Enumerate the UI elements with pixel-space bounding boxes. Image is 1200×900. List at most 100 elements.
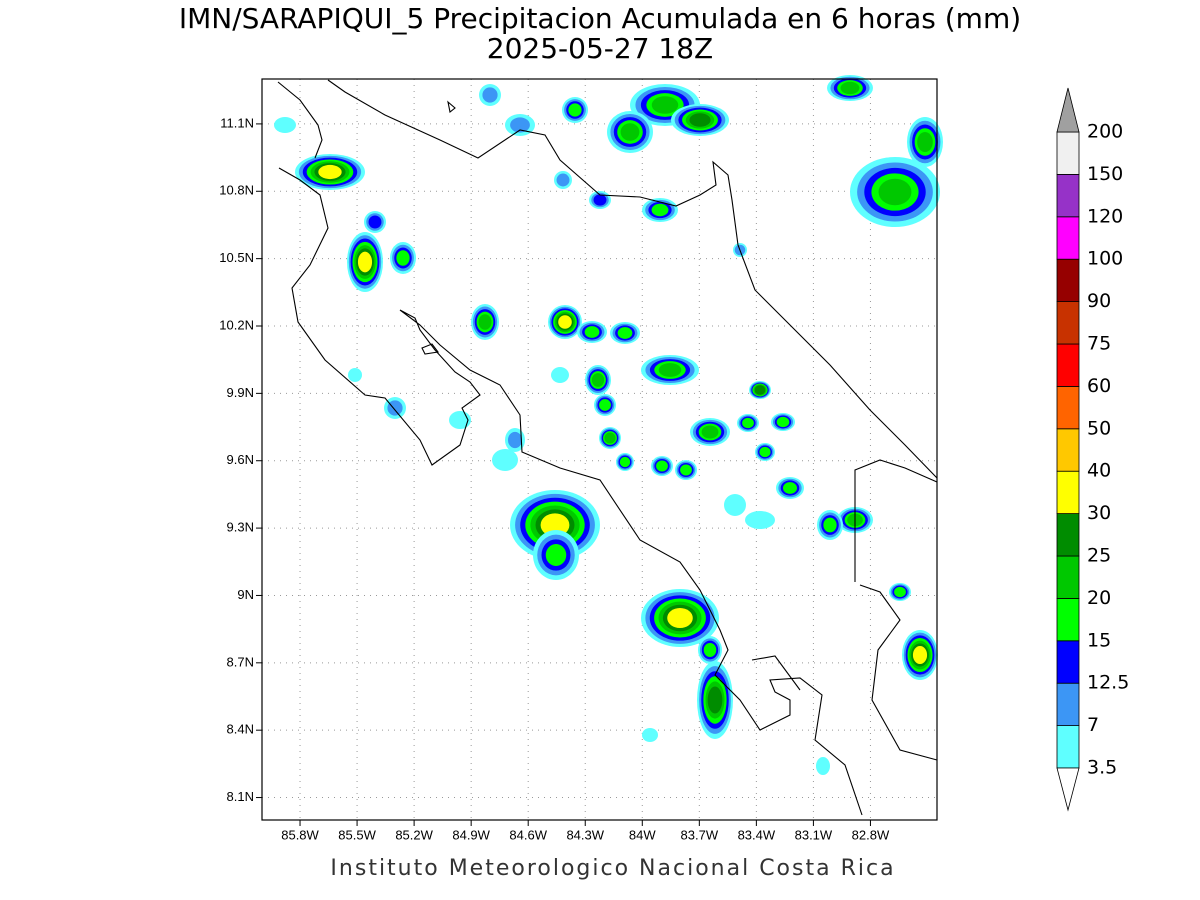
colorbar-segment xyxy=(1056,428,1080,472)
colorbar-over xyxy=(1056,87,1080,133)
y-tick-label: 10.5N xyxy=(219,250,254,265)
rain-cell xyxy=(507,431,523,449)
colorbar-segment xyxy=(1056,301,1080,345)
coastline xyxy=(277,81,323,159)
colorbar-under xyxy=(1056,767,1080,812)
colorbar-segment xyxy=(1056,385,1080,430)
map-frame xyxy=(261,78,938,821)
rain-cell xyxy=(478,314,492,330)
colorbar-segment xyxy=(1056,598,1080,642)
rain-cell xyxy=(584,326,600,338)
rain-cell xyxy=(707,686,723,714)
coastline xyxy=(421,343,439,355)
y-tick-label: 9.6N xyxy=(227,452,254,467)
coastline xyxy=(447,100,456,113)
rain-cell xyxy=(591,373,605,387)
colorbar-label: 25 xyxy=(1087,545,1111,567)
precipitation-field xyxy=(274,75,943,775)
colorbar-segment xyxy=(1056,555,1080,599)
colorbar-segment xyxy=(1056,173,1080,218)
colorbar-segment xyxy=(1056,258,1080,303)
colorbar-label: 20 xyxy=(1087,587,1111,609)
rain-cell xyxy=(599,399,611,411)
rain-cell xyxy=(894,586,906,598)
rain-cell xyxy=(545,544,567,566)
rain-cell xyxy=(917,131,933,153)
colorbar-label: 200 xyxy=(1087,121,1123,143)
colorbar-label: 90 xyxy=(1087,290,1111,312)
coastline xyxy=(854,459,938,582)
colorbar-label: 150 xyxy=(1087,163,1123,185)
rain-cell xyxy=(617,327,633,339)
rain-cell xyxy=(658,363,682,377)
colorbar-label: 100 xyxy=(1087,248,1123,270)
rain-cell xyxy=(482,87,498,103)
y-tick-label: 8.4N xyxy=(227,722,254,737)
rain-cell xyxy=(510,117,530,133)
colorbar-segment xyxy=(1056,682,1080,727)
rain-cell xyxy=(776,416,790,428)
x-tick-label: 84.9W xyxy=(452,827,490,842)
footer: Instituto Meteorologico Nacional Costa R… xyxy=(330,856,895,881)
colorbar-label: 30 xyxy=(1087,502,1111,524)
y-tick-label: 11.1N xyxy=(220,115,254,130)
rain-cell xyxy=(703,643,717,657)
colorbar xyxy=(1056,87,1080,812)
rain-cell xyxy=(689,113,711,127)
x-tick-label: 84.3W xyxy=(566,827,604,842)
rain-cell xyxy=(540,513,570,537)
colorbar-label: 15 xyxy=(1087,629,1111,651)
y-tick-label: 9N xyxy=(237,587,254,602)
colorbar-segment xyxy=(1056,216,1080,260)
rain-cell xyxy=(816,757,830,775)
colorbar-label: 120 xyxy=(1087,205,1123,227)
rain-cell xyxy=(783,482,797,494)
rain-cell xyxy=(754,385,766,395)
rain-cell xyxy=(492,449,518,471)
rain-cell xyxy=(274,117,296,133)
rain-cell xyxy=(701,425,719,439)
coastlines xyxy=(277,79,938,816)
rain-cell xyxy=(387,400,403,416)
colorbar-label: 60 xyxy=(1087,375,1111,397)
rain-cell xyxy=(619,456,631,468)
rain-cell xyxy=(620,123,640,141)
x-tick-label: 82.8W xyxy=(852,827,890,842)
x-tick-label: 83.4W xyxy=(738,827,776,842)
title: IMN/SARAPIQUI_5 Precipitacion Acumulada … xyxy=(179,2,1021,35)
rain-cell xyxy=(840,81,860,95)
colorbar-segment xyxy=(1056,343,1080,387)
colorbar-label: 7 xyxy=(1087,714,1099,736)
rain-cell xyxy=(651,203,669,217)
colorbar-segment xyxy=(1056,640,1080,684)
subtitle: 2025-05-27 18Z xyxy=(487,32,713,65)
coastline xyxy=(327,79,938,479)
x-tick-label: 83.1W xyxy=(795,827,833,842)
rain-cell xyxy=(396,250,410,266)
y-tick-label: 8.1N xyxy=(227,789,254,804)
rain-cell xyxy=(551,367,569,383)
x-tick-label: 83.7W xyxy=(681,827,719,842)
x-tick-label: 84.6W xyxy=(509,827,547,842)
colorbar-label: 40 xyxy=(1087,460,1111,482)
x-tick-label: 85.8W xyxy=(281,827,319,842)
rain-cell xyxy=(656,460,668,472)
rain-cell xyxy=(651,96,679,114)
colorbar-label: 50 xyxy=(1087,417,1111,439)
colorbar-segment xyxy=(1056,725,1080,769)
rain-cell xyxy=(667,607,693,629)
rain-cell xyxy=(823,517,837,533)
y-tick-label: 8.7N xyxy=(227,654,254,669)
y-tick-label: 9.9N xyxy=(227,385,254,400)
colorbar-label: 3.5 xyxy=(1087,757,1117,779)
colorbar-label: 75 xyxy=(1087,333,1111,355)
rain-cell xyxy=(724,494,746,516)
grid xyxy=(256,79,937,826)
rain-cell xyxy=(558,315,572,329)
rain-cell xyxy=(912,646,928,664)
coastline xyxy=(859,584,938,761)
rain-cell xyxy=(759,446,771,458)
colorbar-segment xyxy=(1056,131,1080,175)
rain-cell xyxy=(745,511,775,529)
coastline xyxy=(751,655,801,691)
